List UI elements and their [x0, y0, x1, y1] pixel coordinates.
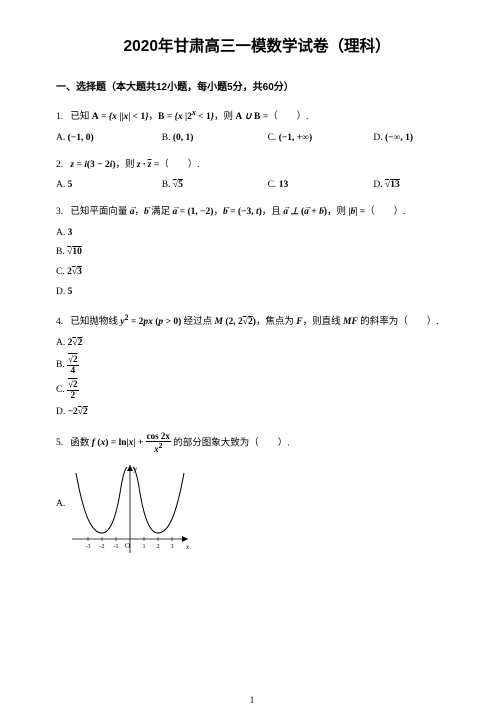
q1-options: A. (−1, 0) B. (0, 1) C. (−1, +∞) D. (−∞,… [56, 131, 458, 146]
q4-opt-b: B. 24 [56, 355, 458, 375]
q3-opt-c: C. 23 [56, 265, 458, 280]
q2-opt-c: C. 13 [268, 178, 374, 193]
q1-math-A: A = {x ||x| < 1} [92, 112, 149, 122]
q3-options: A. 3 B. 10 C. 23 D. 5 [56, 226, 458, 300]
q4-opt-d: D. −22 [56, 405, 458, 420]
svg-text:-2: -2 [100, 544, 105, 550]
page-title: 2020年甘肃高三一模数学试卷（理科） [56, 34, 458, 56]
svg-text:-3: -3 [86, 544, 91, 550]
q1-num: 1. [56, 110, 68, 125]
q4-num: 4. [56, 315, 68, 330]
q2-opt-a: A. 5 [56, 178, 162, 193]
q1-opt-d: D. (−∞, 1) [373, 131, 458, 146]
q2-num: 2. [56, 158, 68, 173]
svg-text:2: 2 [157, 544, 160, 550]
q5-stem: 5. 函数 f (x) = ln|x| + cos 2xx2 的部分图象大致为（… [56, 432, 458, 455]
svg-text:O: O [125, 542, 130, 550]
q3-opt-a: A. 3 [56, 226, 458, 241]
q2-stem: 2. z = i(3 − 2i)，则 z · z =（ ）. [56, 158, 458, 173]
q1-opt-b: B. (0, 1) [162, 131, 268, 146]
page-number: 1 [0, 695, 504, 705]
question-4: 4. 已知抛物线 y2 = 2px (p > 0) 经过点 M (2, 22)，… [56, 312, 458, 420]
q4-opt-a: A. 22 [56, 336, 458, 351]
question-2: 2. z = i(3 − 2i)，则 z · z =（ ）. A. 5 B. 5… [56, 158, 458, 193]
q4-options: A. 22 B. 24 C. 22 D. −22 [56, 336, 458, 420]
q1-stem: 1. 已知 A = {x ||x| < 1}，B = {x |2x < 1}，则… [56, 107, 458, 125]
question-3: 3. 已知平面向量 a，b 满足 a = (1, −2)，b = (−3, t)… [56, 205, 458, 300]
question-1: 1. 已知 A = {x ||x| < 1}，B = {x |2x < 1}，则… [56, 107, 458, 146]
q3-opt-d: D. 5 [56, 285, 458, 300]
svg-text:-1: -1 [114, 544, 119, 550]
q5-opt-a-label: A. [56, 497, 65, 512]
svg-text:1: 1 [143, 544, 146, 550]
q1-opt-c: C. (−1, +∞) [268, 131, 374, 146]
q3-stem: 3. 已知平面向量 a，b 满足 a = (1, −2)，b = (−3, t)… [56, 205, 458, 220]
q2-opt-d: D. 13 [373, 178, 458, 193]
q2-opt-b: B. 5 [162, 178, 268, 193]
q4-opt-c: C. 22 [56, 380, 458, 400]
section-heading: 一、选择题（本大题共12小题，每小题5分，共60分） [56, 78, 458, 93]
svg-text:3: 3 [171, 544, 174, 550]
q5-num: 5. [56, 436, 68, 451]
question-5: 5. 函数 f (x) = ln|x| + cos 2xx2 的部分图象大致为（… [56, 432, 458, 561]
q1-math-B: B = {x |2x < 1} [158, 112, 214, 122]
q3-opt-b: B. 10 [56, 245, 458, 260]
exam-page: 2020年甘肃高三一模数学试卷（理科） 一、选择题（本大题共12小题，每小题5分… [0, 0, 504, 561]
q2-options: A. 5 B. 5 C. 13 D. 13 [56, 178, 458, 193]
q4-stem: 4. 已知抛物线 y2 = 2px (p > 0) 经过点 M (2, 22)，… [56, 312, 458, 330]
q1-opt-a: A. (−1, 0) [56, 131, 162, 146]
svg-text:x: x [185, 543, 190, 551]
q3-num: 3. [56, 205, 68, 220]
q5-graph-a: A. x y O -3 -2 -1 1 2 3 [70, 461, 190, 561]
function-graph-icon: x y O -3 -2 -1 1 2 3 [70, 461, 190, 557]
